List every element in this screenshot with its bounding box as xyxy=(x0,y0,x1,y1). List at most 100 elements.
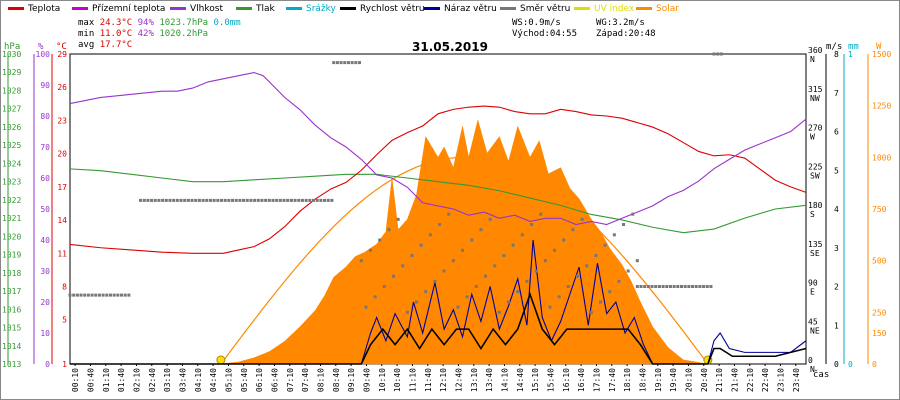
wind-dir-point xyxy=(433,279,437,283)
x-tick-label: 01:10 xyxy=(102,368,111,392)
wind-dir-tick-label: 0 xyxy=(808,356,813,365)
stats-min-hum: 42% xyxy=(137,29,154,39)
x-tick-label: 05:40 xyxy=(240,368,249,392)
wind-dir-point xyxy=(319,198,323,202)
x-tick-label: 23:10 xyxy=(776,368,785,392)
wind-dir-point xyxy=(612,233,616,237)
wind-speed-tick-label: 8 xyxy=(834,50,839,59)
pressure-tick-label: 1014 xyxy=(2,342,21,351)
wind-dir-point xyxy=(168,198,172,202)
wind-speed-tick-label: 2 xyxy=(834,283,839,292)
wind-dir-name-label: N xyxy=(810,365,815,374)
wind-dir-tick-label: 135 xyxy=(808,240,823,249)
wind-dir-point xyxy=(447,212,451,216)
rain-tick-label: 0 xyxy=(848,360,853,369)
x-tick-label: 18:10 xyxy=(623,368,632,392)
legend-swatch xyxy=(500,7,516,10)
wind-dir-point xyxy=(357,61,361,65)
legend-item: Solar xyxy=(636,4,679,14)
wind-dir-point xyxy=(661,285,665,288)
x-tick-label: 20:10 xyxy=(684,368,693,392)
x-tick-label: 16:40 xyxy=(577,368,586,392)
legend-item: Vlhkost xyxy=(170,4,223,14)
wind-dir-point xyxy=(631,212,635,216)
legend-item: Směr větru xyxy=(500,4,570,14)
legend-label: Teplota xyxy=(28,4,61,14)
wind-dir-point xyxy=(343,61,347,65)
x-tick-label: 20:40 xyxy=(700,368,709,392)
wind-dir-point xyxy=(311,198,315,202)
wind-dir-point xyxy=(282,198,286,202)
x-tick-label: 03:10 xyxy=(163,368,172,392)
legend-swatch xyxy=(574,7,590,10)
legend-swatch xyxy=(424,7,440,10)
pressure-tick-label: 1020 xyxy=(2,232,21,241)
x-tick-label: 00:40 xyxy=(86,368,95,392)
x-tick-label: 17:10 xyxy=(592,368,601,392)
pressure-tick-label: 1025 xyxy=(2,141,21,150)
wind-dir-point xyxy=(525,279,529,283)
wind-dir-point xyxy=(539,212,543,216)
wind-gust-info: WG:3.2m/s xyxy=(596,18,645,28)
wind-dir-point xyxy=(123,293,127,297)
temperature-tick-label: 17 xyxy=(57,183,67,192)
axis-title-mm: mm xyxy=(848,42,859,52)
wind-dir-point xyxy=(608,290,612,294)
x-tick-label: 22:10 xyxy=(746,368,755,392)
wind-dir-point xyxy=(665,285,669,288)
series-line-teplota xyxy=(69,105,807,254)
wind-dir-point xyxy=(694,285,698,288)
axis-title-w: W xyxy=(876,42,882,52)
x-tick-label: 14:10 xyxy=(500,368,509,392)
wind-dir-point xyxy=(484,274,488,278)
humidity-tick-label: 70 xyxy=(40,143,50,152)
x-tick-label: 07:40 xyxy=(301,368,310,392)
wind-dir-point xyxy=(405,310,409,314)
x-tick-label: 15:10 xyxy=(531,368,540,392)
stats-min-press: 1020.2hPa xyxy=(159,29,209,39)
wind-dir-name-label: S xyxy=(810,210,815,219)
wind-dir-point xyxy=(580,217,584,221)
wind-dir-point xyxy=(396,217,400,221)
x-tick-label: 12:40 xyxy=(454,368,463,392)
pressure-tick-label: 1017 xyxy=(2,287,21,296)
solar-theoretical-curve xyxy=(220,156,709,365)
series-line-vlhkost xyxy=(69,72,807,226)
pressure-tick-label: 1030 xyxy=(2,50,21,59)
pressure-tick-label: 1016 xyxy=(2,305,21,314)
wind-dir-point xyxy=(183,198,187,202)
wind-dir-point xyxy=(179,198,183,202)
legend-label: Tlak xyxy=(256,4,275,14)
wind-dir-point xyxy=(585,264,589,268)
stats-max-rain: 0.0mm xyxy=(213,18,241,28)
wind-dir-point xyxy=(719,52,723,56)
wind-dir-point xyxy=(335,61,339,65)
wind-dir-point xyxy=(687,285,691,288)
legend-item: Srážky xyxy=(286,4,336,14)
wind-dir-point xyxy=(548,305,552,309)
solar-tick-label: 150 xyxy=(872,329,887,338)
sunrise-info: Východ:04:55 xyxy=(512,29,578,39)
humidity-tick-label: 100 xyxy=(36,50,51,59)
wind-dir-point xyxy=(212,198,216,202)
chart-date-title: 31.05.2019 xyxy=(412,40,488,54)
wind-dir-point xyxy=(264,198,268,202)
wind-dir-point xyxy=(75,293,79,297)
stats-max-row: max 24.3°C 94% 1023.7hPa 0.0mm xyxy=(78,18,241,28)
wind-dir-point xyxy=(589,310,593,314)
legend-label: Náraz větru xyxy=(444,4,497,14)
wind-dir-point xyxy=(90,293,94,297)
x-tick-label: 13:10 xyxy=(470,368,479,392)
stats-max-label: max xyxy=(78,18,95,28)
wind-dir-point xyxy=(428,233,432,237)
x-tick-label: 01:40 xyxy=(117,368,126,392)
legend-item: Rychlost větru xyxy=(340,4,425,14)
x-tick-label: 15:40 xyxy=(546,368,555,392)
wind-dir-point xyxy=(493,264,497,268)
wind-dir-point xyxy=(227,198,231,202)
wind-dir-point xyxy=(676,285,680,288)
humidity-tick-label: 50 xyxy=(40,205,50,214)
wind-dir-point xyxy=(72,293,76,297)
wind-dir-point xyxy=(242,198,246,202)
legend-label: Solar xyxy=(656,4,679,14)
